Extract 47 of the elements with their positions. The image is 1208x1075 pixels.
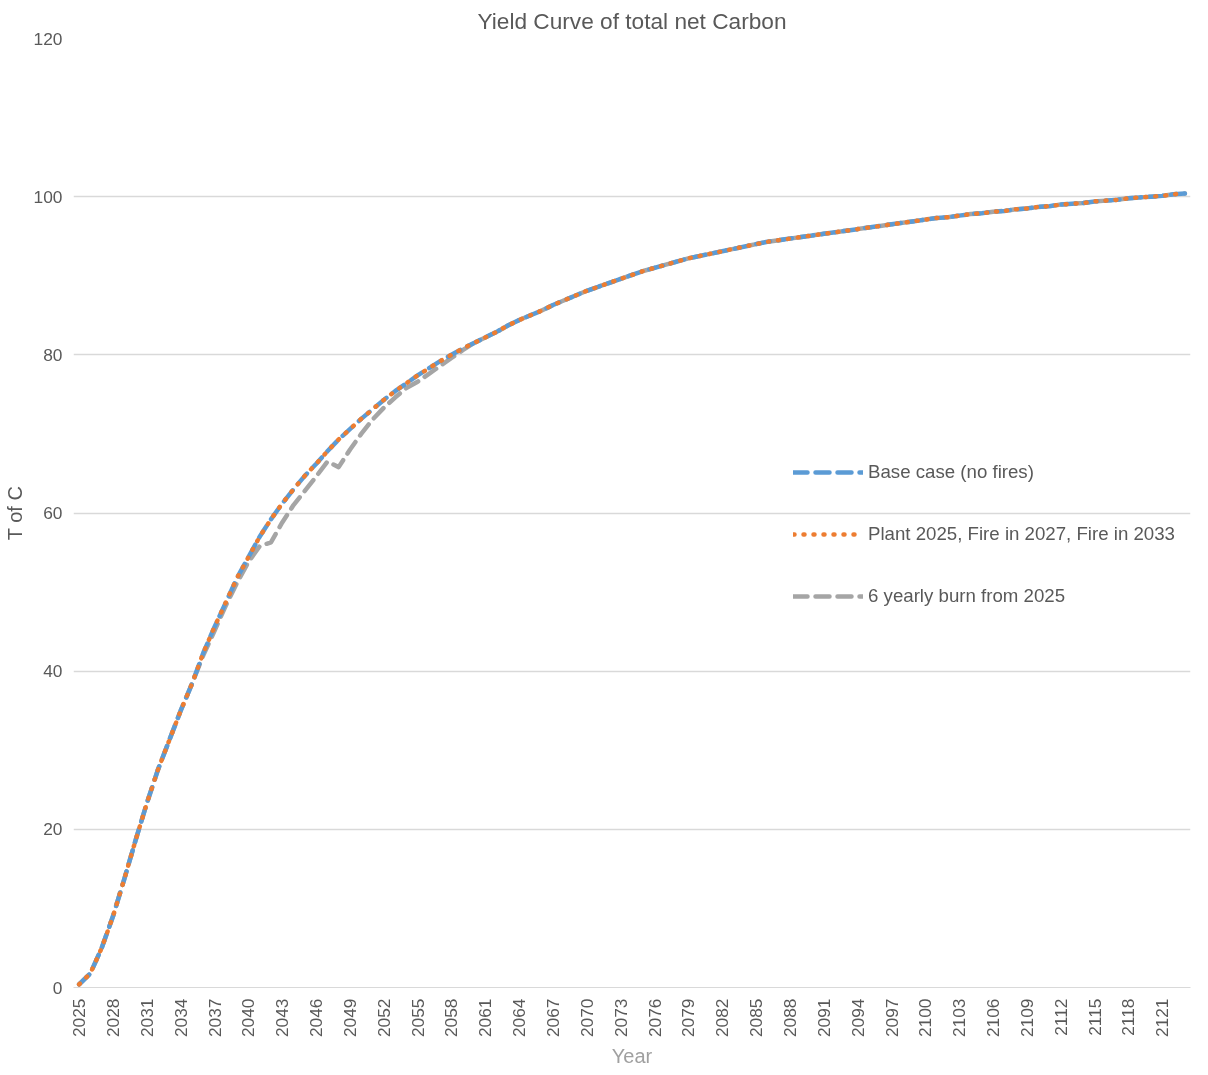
y-axis-title: T of C <box>3 486 26 541</box>
x-tick-label: 2115 <box>1084 998 1105 1036</box>
x-tick-label: 2037 <box>204 998 225 1038</box>
legend-label: 6 yearly burn from 2025 <box>868 585 1066 607</box>
x-tick-label: 2109 <box>1016 998 1037 1038</box>
x-tick-label: 2028 <box>102 998 123 1038</box>
x-tick-label: 2118 <box>1118 998 1139 1036</box>
x-tick-label: 2025 <box>69 998 90 1038</box>
x-tick-label: 2103 <box>949 998 970 1038</box>
x-tick-label: 2046 <box>306 998 327 1038</box>
x-tick-label: 2085 <box>746 998 767 1038</box>
x-tick-label: 2040 <box>238 998 259 1038</box>
y-tick-label: 20 <box>43 819 63 840</box>
x-tick-label: 2049 <box>339 998 360 1038</box>
line-series <box>76 191 1188 987</box>
x-axis-title: Year <box>611 1045 653 1068</box>
y-tick-label: 60 <box>43 503 63 523</box>
x-tick-label: 2043 <box>272 998 293 1038</box>
x-tick-label: 2055 <box>407 998 428 1038</box>
x-tick-label: 2079 <box>678 998 699 1038</box>
y-tick-label: 80 <box>43 344 63 365</box>
y-tick-label: 120 <box>33 28 63 49</box>
x-tick-label: 2097 <box>881 998 902 1038</box>
legend-label: Base case (no fires) <box>868 461 1034 483</box>
x-tick-label: 2067 <box>543 998 564 1038</box>
x-tick-label: 2112 <box>1050 998 1071 1036</box>
x-tick-label: 2073 <box>610 998 631 1038</box>
x-tick-label: 2052 <box>373 998 394 1038</box>
x-tick-label: 2058 <box>441 998 462 1038</box>
x-tick-label: 2094 <box>847 998 868 1038</box>
chart-title: Yield Curve of total net Carbon <box>477 7 787 34</box>
x-tick-label: 2031 <box>136 998 157 1038</box>
x-tick-label: 2070 <box>576 998 597 1038</box>
x-tick-label: 2091 <box>813 998 834 1038</box>
x-tick-label: 2061 <box>475 998 496 1038</box>
x-tick-label: 2100 <box>915 998 936 1038</box>
x-tick-label: 2064 <box>509 998 530 1038</box>
x-tick-label: 2121 <box>1152 998 1173 1038</box>
x-tick-label: 2076 <box>644 998 665 1038</box>
x-tick-label: 2082 <box>712 998 733 1038</box>
y-tick-label: 100 <box>33 186 63 207</box>
x-tick-label: 2106 <box>983 998 1004 1038</box>
legend-label: Plant 2025, Fire in 2027, Fire in 2033 <box>868 523 1175 545</box>
x-tick-label: 2088 <box>779 998 800 1038</box>
x-tick-label: 2034 <box>170 998 191 1038</box>
y-tick-label: 40 <box>43 661 63 682</box>
y-tick-label: 0 <box>52 977 63 998</box>
